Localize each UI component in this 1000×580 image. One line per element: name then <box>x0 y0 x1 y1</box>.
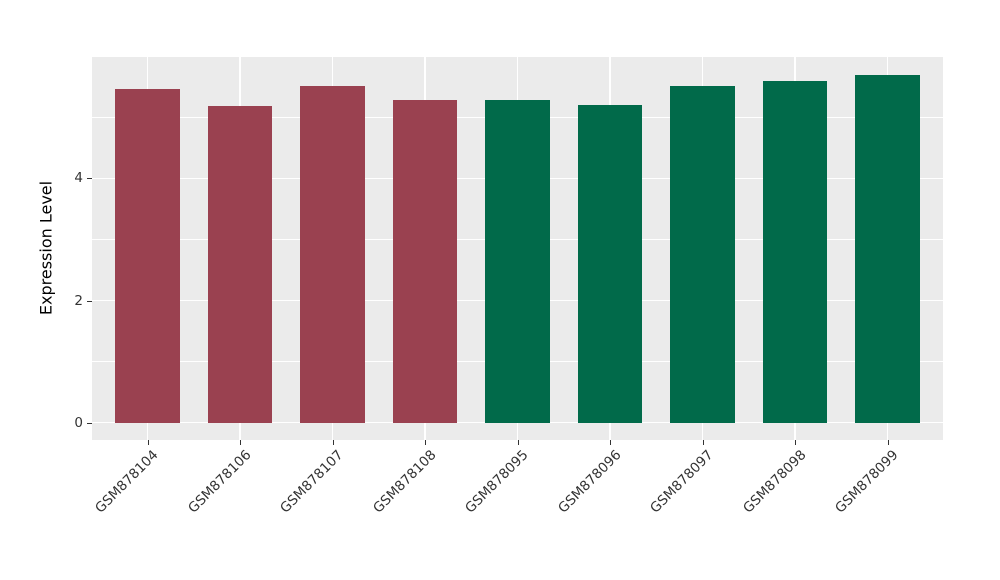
x-tick-mark <box>795 440 796 445</box>
x-tick-mark <box>610 440 611 445</box>
y-tick-label: 4 <box>74 170 83 187</box>
y-tick-label: 0 <box>74 414 83 431</box>
x-tick-mark <box>887 440 889 445</box>
x-tick-label-GSM878098: GSM878098 <box>739 447 810 517</box>
bar-GSM878104 <box>115 89 180 423</box>
bar-GSM878098 <box>762 80 828 423</box>
bar-GSM878095 <box>485 99 550 423</box>
x-tick-mark <box>425 440 426 445</box>
x-tick-mark <box>147 440 149 445</box>
x-tick-mark <box>332 440 334 445</box>
x-tick-label-GSM878108: GSM878108 <box>369 447 440 517</box>
x-tick-label-GSM878097: GSM878097 <box>647 447 717 517</box>
x-tick-mark <box>702 440 704 445</box>
bar-GSM878107 <box>300 86 365 423</box>
y-tick-mark <box>87 422 92 424</box>
y-tick-mark <box>87 300 92 302</box>
x-tick-label-GSM878104: GSM878104 <box>92 447 162 517</box>
bar-GSM878099 <box>855 74 920 423</box>
y-tick-mark <box>87 178 92 180</box>
bar-GSM878097 <box>670 86 735 423</box>
x-tick-label-GSM878107: GSM878107 <box>277 447 347 517</box>
bar-GSM878096 <box>577 104 643 423</box>
x-tick-label-GSM878099: GSM878099 <box>832 447 902 517</box>
bar-GSM878106 <box>207 106 273 423</box>
x-tick-mark <box>240 440 241 445</box>
y-tick-label: 2 <box>74 292 83 309</box>
x-tick-label-GSM878095: GSM878095 <box>462 447 532 517</box>
bar-GSM878108 <box>392 99 458 423</box>
x-tick-label-GSM878106: GSM878106 <box>184 447 255 517</box>
x-tick-label-GSM878096: GSM878096 <box>554 447 625 517</box>
plot-panel <box>92 57 943 440</box>
x-tick-mark <box>517 440 519 445</box>
